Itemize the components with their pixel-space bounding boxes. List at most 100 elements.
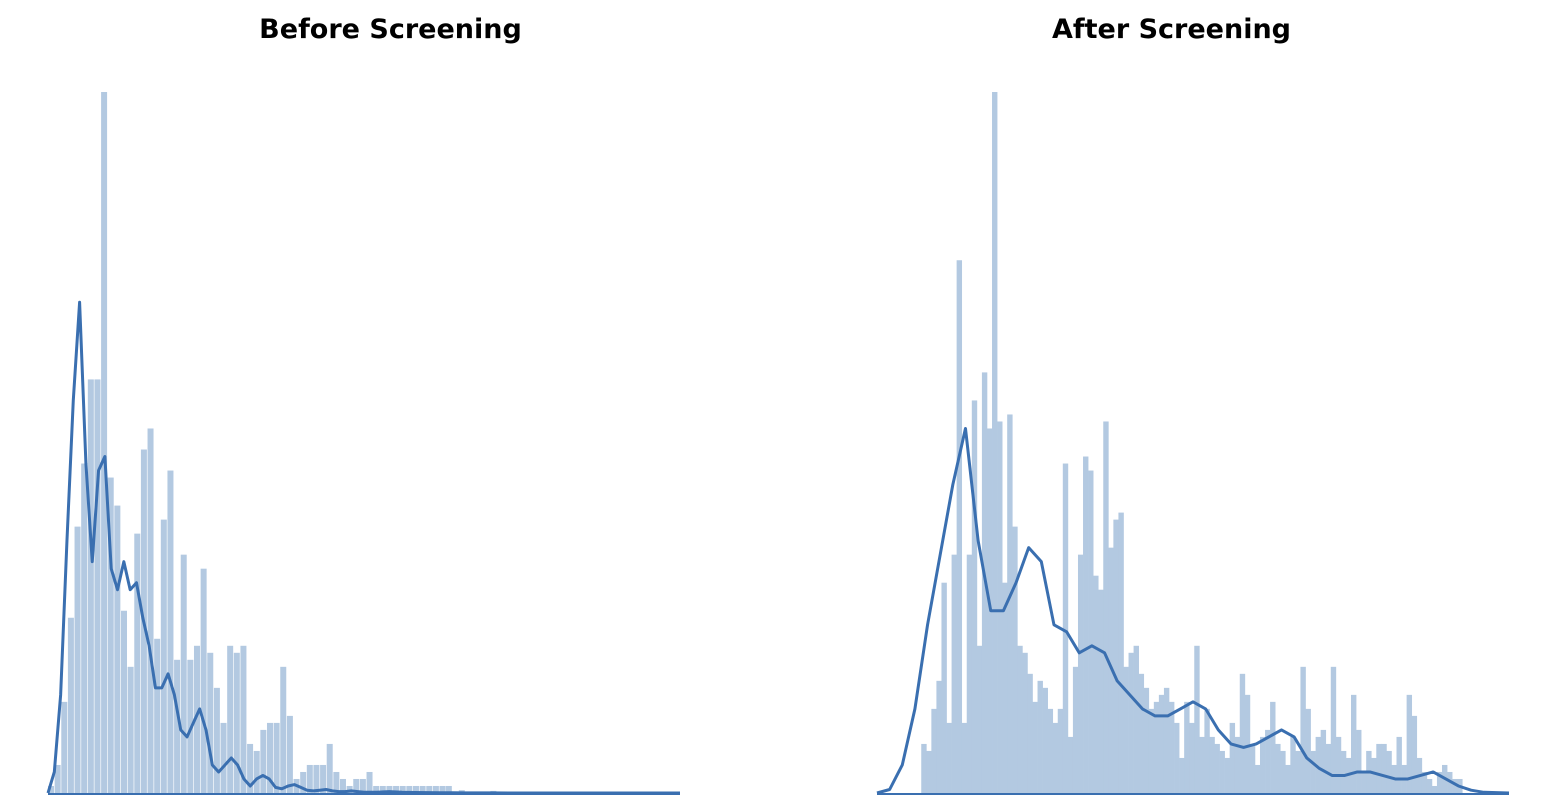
histogram-bar	[366, 771, 373, 793]
histogram-bar	[1310, 750, 1316, 793]
histogram-bar	[956, 260, 963, 793]
histogram-bar	[419, 785, 426, 793]
plot-area-after	[876, 92, 1510, 795]
histogram-bar	[1275, 743, 1281, 793]
histogram-bar	[220, 722, 227, 793]
histogram-bar	[174, 659, 181, 793]
histogram-bar	[1153, 701, 1160, 793]
histogram-bar	[1199, 736, 1205, 793]
histogram-bar	[107, 477, 114, 793]
histogram-bar	[61, 701, 68, 793]
histogram-bar	[1386, 750, 1392, 793]
histogram-bar	[1057, 708, 1064, 793]
histogram-bar	[160, 519, 167, 793]
histogram-bar	[1143, 687, 1150, 793]
histogram-bar	[1037, 680, 1043, 793]
histogram-bar	[997, 421, 1003, 793]
histogram-bar	[951, 554, 957, 793]
histogram-bar	[1118, 512, 1124, 793]
histogram-bar	[1259, 736, 1266, 793]
histogram-bar	[1351, 694, 1357, 793]
histogram-bar	[1431, 785, 1438, 793]
histogram-bar	[1214, 743, 1220, 793]
histogram-bar	[1133, 645, 1139, 793]
histogram-bar	[1148, 708, 1155, 793]
histogram-bar	[1194, 645, 1200, 793]
histogram-bar	[1067, 736, 1074, 793]
histogram-bar	[1017, 645, 1023, 793]
histogram-bar	[200, 568, 207, 793]
histogram-bar	[1103, 421, 1109, 793]
histogram-bar	[1012, 526, 1018, 793]
histogram-bar	[936, 680, 942, 793]
histogram-bar	[253, 750, 260, 793]
histogram-bar	[1270, 701, 1276, 793]
histogram-bar	[386, 785, 393, 793]
histogram-bar	[1027, 673, 1033, 793]
histogram-bar	[240, 645, 247, 793]
histogram-bar	[114, 505, 121, 793]
histogram-bar	[931, 708, 937, 793]
histogram-bar	[1224, 757, 1230, 793]
histogram-bar	[966, 554, 973, 793]
histogram-bar	[81, 463, 88, 793]
histogram-bar	[1335, 736, 1342, 793]
histogram-bar	[273, 722, 280, 793]
histogram-bar	[154, 638, 161, 793]
histogram-bar	[992, 92, 998, 793]
kde-curve	[46, 300, 680, 795]
histogram-bar	[233, 652, 240, 793]
histogram-bar	[1002, 582, 1008, 793]
histogram-bar	[286, 715, 293, 793]
histogram-bar	[207, 652, 214, 793]
histogram-bar	[127, 666, 134, 793]
histogram-bar	[1234, 736, 1241, 793]
histogram-bar	[1184, 701, 1190, 793]
histogram-bar	[406, 785, 413, 793]
histogram-bar	[167, 470, 174, 793]
histogram-bar	[1305, 708, 1311, 793]
histogram-bar	[266, 722, 273, 793]
histogram-bar	[1315, 736, 1322, 793]
histogram-bar	[180, 554, 187, 793]
histogram-bar	[1098, 589, 1104, 793]
histogram-bar	[1452, 778, 1458, 793]
histogram-bar	[1209, 736, 1215, 793]
histogram-bar	[1113, 519, 1119, 793]
histogram-bar	[48, 785, 54, 793]
histogram-bar	[213, 687, 220, 793]
histogram-bar	[1361, 771, 1367, 793]
histogram-bar	[1163, 687, 1170, 793]
histogram-bar	[921, 743, 927, 793]
histogram-bar	[320, 764, 327, 793]
histogram-bar	[326, 743, 333, 793]
histogram-bar	[1239, 673, 1246, 793]
chart-panel-after: After Screening	[781, 0, 1562, 812]
histogram-bar	[1072, 666, 1079, 793]
histogram-bar	[1290, 736, 1296, 793]
chart-panel-before: Before Screening	[46, 14, 680, 795]
histogram-bar	[926, 750, 932, 793]
histogram-bar	[1320, 729, 1327, 793]
histogram-bar	[1174, 722, 1180, 793]
histogram-bar	[300, 771, 307, 793]
histogram-bar	[1042, 687, 1048, 793]
histogram-bar	[393, 785, 400, 793]
histogram-bar	[1204, 708, 1210, 793]
histogram-bar	[1093, 575, 1099, 793]
histogram-bar	[134, 533, 141, 793]
histogram-bar	[1052, 722, 1059, 793]
histogram-bar	[971, 400, 978, 793]
histogram-bar	[1285, 764, 1291, 793]
histogram-bars	[921, 92, 1463, 793]
histogram-bar	[339, 778, 346, 793]
histogram-bar	[1371, 757, 1377, 793]
histogram-bar	[1128, 652, 1134, 793]
histogram-bar	[1280, 750, 1286, 793]
histogram-bar	[353, 778, 360, 793]
histogram-bar	[1356, 729, 1362, 793]
histogram-bar	[445, 785, 452, 793]
histogram-bar	[227, 645, 234, 793]
histogram-bar	[260, 729, 267, 793]
histogram-bar	[1007, 414, 1013, 793]
